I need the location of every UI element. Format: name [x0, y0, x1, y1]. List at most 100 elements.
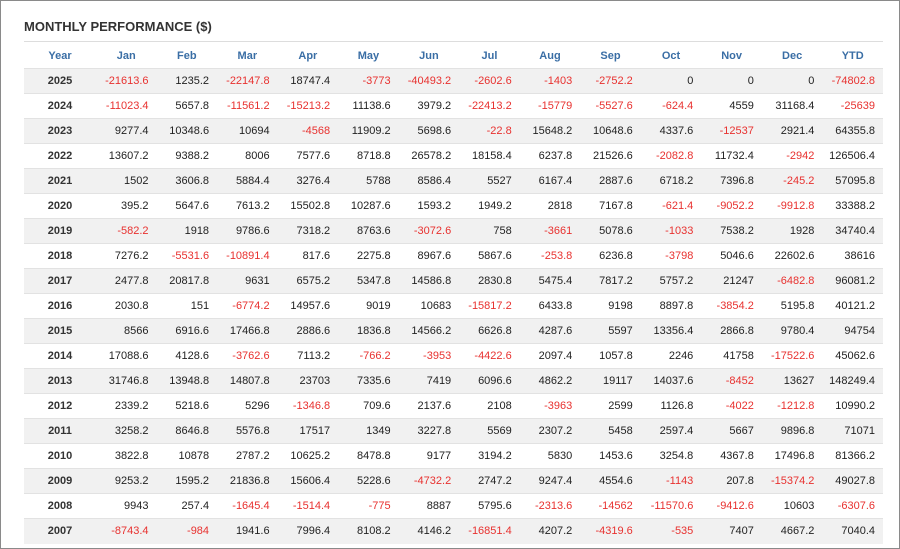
table-row: 2010 3822.8 10878 2787.2 10625.2 8478.8 9177 31… — [24, 443, 883, 469]
value-cell: 5657.8 — [156, 93, 218, 119]
value-cell: 6096.6 — [459, 368, 520, 394]
value-cell: 6718.2 — [640, 168, 702, 194]
value-cell: 8718.8 — [338, 143, 399, 169]
value-cell: 18747.4 — [277, 68, 339, 94]
value-cell: 151 — [156, 293, 218, 319]
value-cell: 5228.6 — [338, 468, 399, 494]
value-cell: -984 — [156, 518, 218, 544]
value-cell: 71071 — [822, 418, 883, 444]
value-cell: 6916.6 — [156, 318, 218, 344]
value-cell: -3661 — [519, 218, 581, 244]
value-cell: -3953 — [398, 343, 460, 369]
value-cell: 10603 — [761, 493, 823, 519]
value-cell: 10990.2 — [822, 393, 883, 419]
value-cell: 1593.2 — [398, 193, 460, 219]
value-cell: 2477.8 — [96, 268, 157, 294]
value-cell: 9631 — [217, 268, 278, 294]
value-cell: 3276.4 — [277, 168, 339, 194]
value-cell: 10683 — [398, 293, 460, 319]
value-cell: -25639 — [822, 93, 883, 119]
value-cell: 10287.6 — [338, 193, 399, 219]
value-cell: 2275.8 — [338, 243, 399, 269]
value-cell: 9896.8 — [761, 418, 823, 444]
value-cell: -15374.2 — [761, 468, 823, 494]
value-cell: 8897.8 — [640, 293, 702, 319]
value-cell: 11732.4 — [701, 143, 762, 169]
value-cell: -22413.2 — [459, 93, 520, 119]
value-cell: -1143 — [640, 468, 702, 494]
column-header: Aug — [539, 49, 561, 62]
value-cell: -582.2 — [96, 218, 157, 244]
table-row: 2014 17088.6 4128.6 -3762.6 7113.2 -766.2 -395… — [24, 343, 883, 369]
value-cell: 2597.4 — [640, 418, 702, 444]
value-cell: 9943 — [96, 493, 157, 519]
value-cell: -4022 — [701, 393, 762, 419]
value-cell: 15502.8 — [277, 193, 339, 219]
year-cell: 2024 — [24, 93, 96, 119]
year-cell: 2014 — [24, 343, 96, 369]
value-cell: -17522.6 — [761, 343, 823, 369]
value-cell: 2787.2 — [217, 443, 278, 469]
value-cell: 3194.2 — [459, 443, 520, 469]
value-cell: 5458 — [580, 418, 641, 444]
value-cell: 5576.8 — [217, 418, 278, 444]
value-cell: -8743.4 — [96, 518, 157, 544]
value-cell: 0 — [761, 68, 823, 94]
value-cell: 9388.2 — [156, 143, 218, 169]
value-cell: 2108 — [459, 393, 520, 419]
value-cell: 1595.2 — [156, 468, 218, 494]
value-cell: 2030.8 — [96, 293, 157, 319]
value-cell: 5046.6 — [701, 243, 762, 269]
value-cell: 709.6 — [338, 393, 399, 419]
value-cell: 17517 — [277, 418, 339, 444]
value-cell: -3963 — [519, 393, 581, 419]
year-cell: 2020 — [24, 193, 96, 219]
value-cell: 7396.8 — [701, 168, 762, 194]
value-cell: 1349 — [338, 418, 399, 444]
value-cell: 6167.4 — [519, 168, 581, 194]
value-cell: 2747.2 — [459, 468, 520, 494]
column-header: Nov — [721, 49, 742, 62]
value-cell: 5347.8 — [338, 268, 399, 294]
value-cell: 21526.6 — [580, 143, 641, 169]
value-cell: 5867.6 — [459, 243, 520, 269]
value-cell: 11138.6 — [338, 93, 399, 119]
value-cell: -15213.2 — [277, 93, 339, 119]
value-cell: -1346.8 — [277, 393, 339, 419]
value-cell: 2818 — [519, 193, 581, 219]
value-cell: 5569 — [459, 418, 520, 444]
year-cell: 2021 — [24, 168, 96, 194]
year-cell: 2013 — [24, 368, 96, 394]
value-cell: 17466.8 — [217, 318, 278, 344]
value-cell: 21247 — [701, 268, 762, 294]
value-cell: 8967.6 — [398, 243, 460, 269]
value-cell: 96081.2 — [822, 268, 883, 294]
value-cell: 10348.6 — [156, 118, 218, 144]
column-header: Jul — [481, 49, 498, 62]
value-cell: 8586.4 — [398, 168, 460, 194]
value-cell: 2830.8 — [459, 268, 520, 294]
table-row: 2025 -21613.6 1235.2 -22147.8 18747.4 -3773 -4… — [24, 68, 883, 94]
value-cell: 10625.2 — [277, 443, 339, 469]
value-cell: 5788 — [338, 168, 399, 194]
value-cell: 5795.6 — [459, 493, 520, 519]
value-cell: 10878 — [156, 443, 218, 469]
value-cell: 2307.2 — [519, 418, 581, 444]
value-cell: 5218.6 — [156, 393, 218, 419]
value-cell: 7167.8 — [580, 193, 641, 219]
value-cell: 1928 — [761, 218, 823, 244]
value-cell: -9052.2 — [701, 193, 762, 219]
value-cell: 6433.8 — [519, 293, 581, 319]
value-cell: 7276.2 — [96, 243, 157, 269]
value-cell: 3822.8 — [96, 443, 157, 469]
header-row: Year Jan Feb Mar Apr May Jun Jul Aug Sep Oct Nov Dec… — [24, 43, 883, 69]
value-cell: 9198 — [580, 293, 641, 319]
column-header: Dec — [782, 49, 803, 62]
value-cell: -2752.2 — [580, 68, 641, 94]
value-cell: 0 — [701, 68, 762, 94]
value-cell: 14957.6 — [277, 293, 339, 319]
value-cell: -3798 — [640, 243, 702, 269]
value-cell: 14566.2 — [398, 318, 460, 344]
value-cell: -3762.6 — [217, 343, 278, 369]
